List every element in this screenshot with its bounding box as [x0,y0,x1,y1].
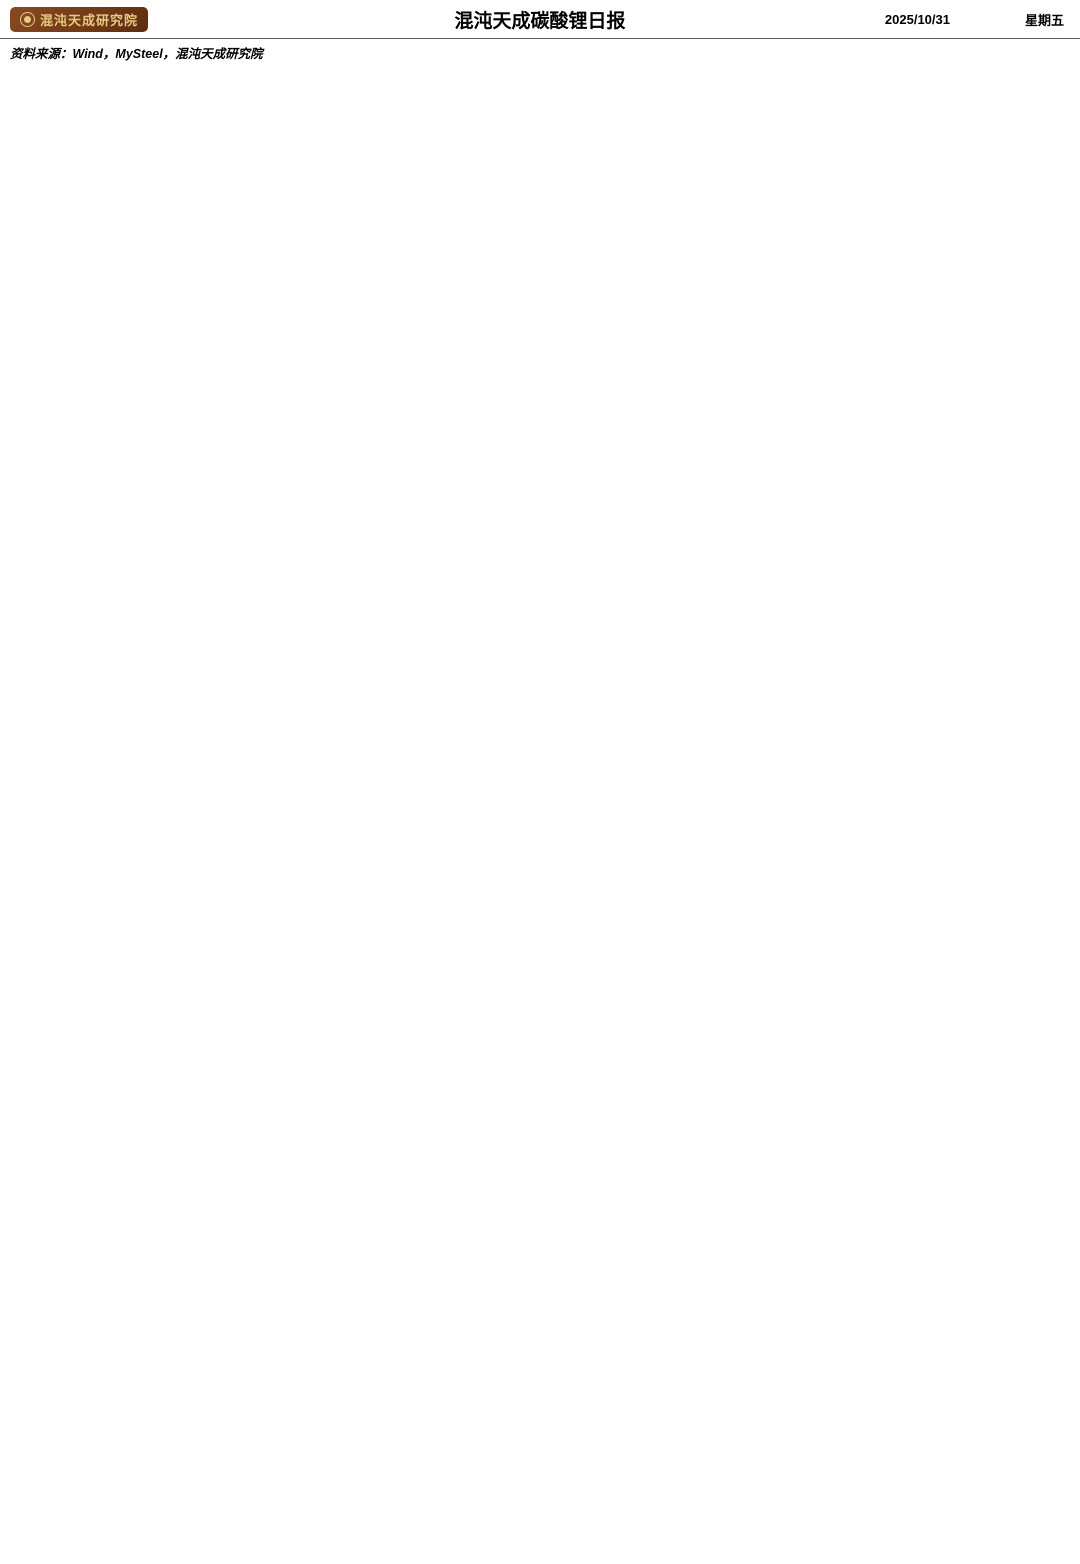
report-header: 混沌天成研究院 混沌天成碳酸锂日报 2025/10/31 星期五 [0,0,1080,38]
logo: 混沌天成研究院 [10,6,149,32]
report-footer: 资料来源：Wind，MySteel，混沌天成研究院 [10,47,263,61]
report-weekday: 星期五 [1024,12,1064,28]
report-page: 混沌天成研究院 混沌天成碳酸锂日报 2025/10/31 星期五 资料来源：Wi… [0,0,1080,68]
logo-seal-icon [20,11,35,27]
report-date: 2025/10/31 [884,11,950,27]
sections-grid [0,38,1080,39]
logo-text: 混沌天成研究院 [40,12,139,28]
